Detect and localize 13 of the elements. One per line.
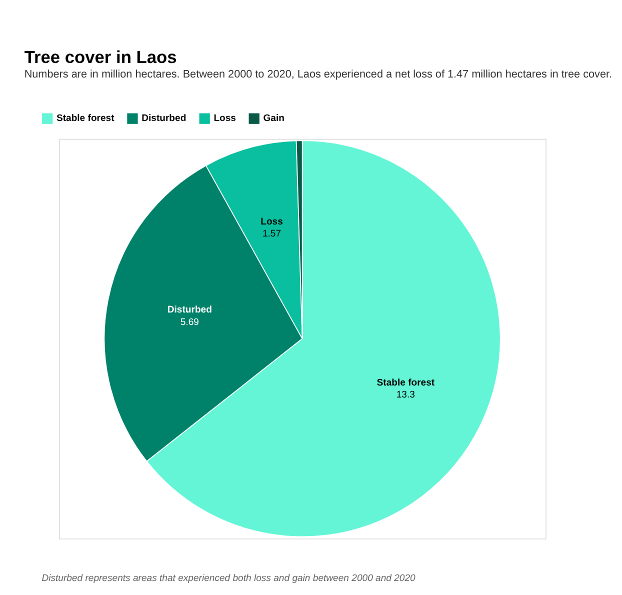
slice-label: Disturbed xyxy=(167,304,212,316)
chart-subtitle: Numbers are in million hectares. Between 2000 to 2020, Laos experienced a net loss of 1.47 million hectares in tree cover. xyxy=(24,68,612,81)
legend-label: Gain xyxy=(263,113,285,124)
legend-label: Loss xyxy=(214,113,236,124)
legend-label: Disturbed xyxy=(142,113,186,124)
text: Disturbed represents areas that experienced both loss and gain between 2000 and 2020 xyxy=(42,573,416,584)
slice-label: Loss xyxy=(260,216,283,228)
legend-label: Stable forest xyxy=(56,113,116,124)
data-label: 5.69 xyxy=(180,316,199,328)
data-label: 1.57 xyxy=(262,228,282,240)
chart-title: Tree cover in Laos xyxy=(24,46,177,67)
slice-label: Stable forest xyxy=(376,377,436,388)
data-label: 13.3 xyxy=(396,389,415,400)
